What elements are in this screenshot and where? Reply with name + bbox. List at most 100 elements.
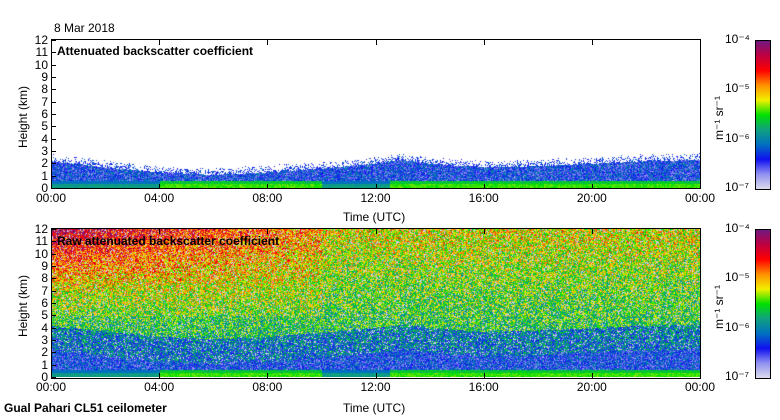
y-tick-mark [51,89,56,91]
y-tick-mark [51,315,56,317]
x-tick-mark [483,184,485,189]
x-tick-mark [591,229,593,234]
y-tick-mark [51,138,56,140]
y-tick-label: 0 [41,181,48,195]
y-tick-label: 10 [34,246,48,261]
y-tick-mark [51,327,56,329]
x-tick-mark [700,40,701,45]
date-label: 8 Mar 2018 [54,21,115,35]
colorbar-tick-label: 10⁻⁶ [725,319,750,334]
y-tick-mark [51,253,56,255]
y-tick-label: 0 [41,370,48,384]
x-tick-mark [159,40,161,45]
y-tick-mark [51,151,56,152]
x-tick-mark [700,184,701,189]
colorbar-tick-label: 10⁻⁴ [725,221,750,235]
x-tick-label: 08:00 [252,380,283,394]
x-tick-mark [375,40,377,45]
x-tick-label: 04:00 [144,380,175,394]
y-tick-mark [51,303,56,304]
y-tick-mark [51,188,56,189]
colorbar-tick-label: 10⁻⁵ [725,81,750,96]
y-tick-label: 6 [41,296,48,310]
y-tick-mark [51,364,56,366]
y-tick-label: 6 [41,107,48,121]
attenuated-backscatter-heatmap [51,40,700,188]
x-tick-mark [483,40,485,45]
y-tick-mark [51,64,56,66]
y-axis-label-top: Height (km) [16,85,30,148]
y-tick-mark [51,278,56,280]
x-tick-mark [591,40,593,45]
y-tick-label: 9 [41,70,48,84]
x-tick-mark [51,373,52,378]
x-tick-mark [267,184,269,189]
x-axis-label-top: Time (UTC) [343,210,406,224]
y-tick-label: 8 [41,82,48,97]
x-tick-label: 12:00 [360,380,391,394]
x-axis-label-bottom: Time (UTC) [343,401,406,415]
y-tick-label: 11 [35,234,48,249]
x-tick-label: 04:00 [144,191,175,205]
x-tick-mark [591,373,593,378]
y-tick-label: 4 [41,320,48,335]
y-tick-mark [51,52,56,54]
colorbar-gradient [755,229,771,379]
x-tick-label: 00:00 [35,191,67,205]
y-tick-label: 8 [41,271,48,286]
y-tick-mark [51,377,56,378]
y-tick-label: 7 [41,94,48,109]
y-tick-label: 3 [41,333,48,347]
y-tick-label: 7 [41,283,48,298]
y-tick-mark [51,101,56,103]
y-axis-label-bottom: Height (km) [16,274,30,337]
x-tick-mark [267,229,269,234]
x-tick-mark [483,229,485,234]
x-tick-label: 16:00 [468,191,499,205]
x-tick-mark [267,40,269,45]
x-tick-mark [159,184,161,189]
y-tick-label: 12 [34,222,48,236]
y-tick-label: 10 [34,57,48,72]
x-tick-mark [700,229,701,234]
y-tick-mark [51,229,56,230]
colorbar-unit-label: m⁻¹ sr⁻¹ [712,96,726,140]
y-tick-label: 5 [41,308,48,323]
x-tick-label: 16:00 [468,380,499,394]
x-tick-label: 08:00 [252,191,283,205]
y-tick-mark [51,290,56,292]
colorbar-tick-label: 10⁻⁴ [725,32,750,46]
y-tick-mark [51,266,56,267]
x-tick-label: 12:00 [360,191,391,205]
colorbar-tick-label: 10⁻⁵ [725,270,750,285]
y-tick-label: 11 [35,45,48,60]
y-tick-label: 4 [41,131,48,146]
x-tick-mark [159,373,161,378]
x-tick-mark [159,229,161,234]
colorbar-tick-label: 10⁻⁷ [725,179,750,194]
x-tick-label: 00:00 [684,380,716,394]
y-tick-label: 5 [41,119,48,134]
y-tick-label: 2 [41,345,48,360]
x-tick-label: 20:00 [576,380,607,394]
colorbar-unit-label: m⁻¹ sr⁻¹ [712,285,726,329]
x-tick-mark [591,184,593,189]
y-tick-label: 2 [41,156,48,171]
x-tick-mark [375,229,377,234]
y-tick-mark [51,163,56,165]
y-tick-label: 12 [34,33,48,47]
x-tick-mark [700,373,701,378]
x-tick-mark [375,184,377,189]
x-tick-mark [51,184,52,189]
instrument-label: Gual Pahari CL51 ceilometer [4,401,167,415]
colorbar-gradient [755,40,771,190]
y-tick-mark [51,352,56,354]
x-tick-mark [483,373,485,378]
y-tick-label: 1 [41,168,48,183]
panel-title-bottom: Raw attenuated backscatter coefficient [57,234,280,248]
x-tick-mark [51,40,52,45]
x-tick-label: 00:00 [684,191,716,205]
x-tick-mark [267,373,269,378]
colorbar-tick-label: 10⁻⁶ [725,130,750,145]
